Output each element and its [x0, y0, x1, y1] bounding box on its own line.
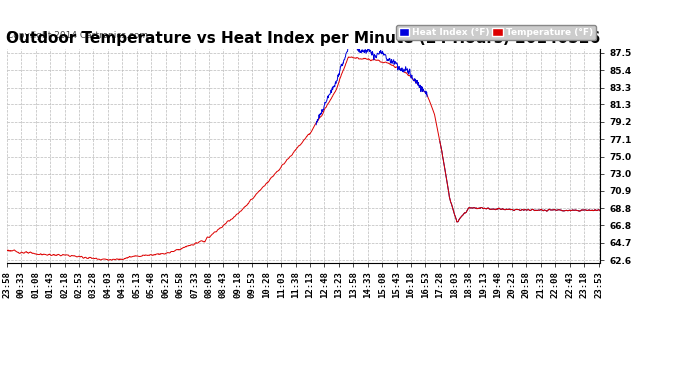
- Text: Copyright 2014 Cartronics.com: Copyright 2014 Cartronics.com: [7, 31, 148, 40]
- Legend: Heat Index (°F), Temperature (°F): Heat Index (°F), Temperature (°F): [396, 26, 595, 40]
- Title: Outdoor Temperature vs Heat Index per Minute (24 Hours) 20140526: Outdoor Temperature vs Heat Index per Mi…: [6, 31, 601, 46]
